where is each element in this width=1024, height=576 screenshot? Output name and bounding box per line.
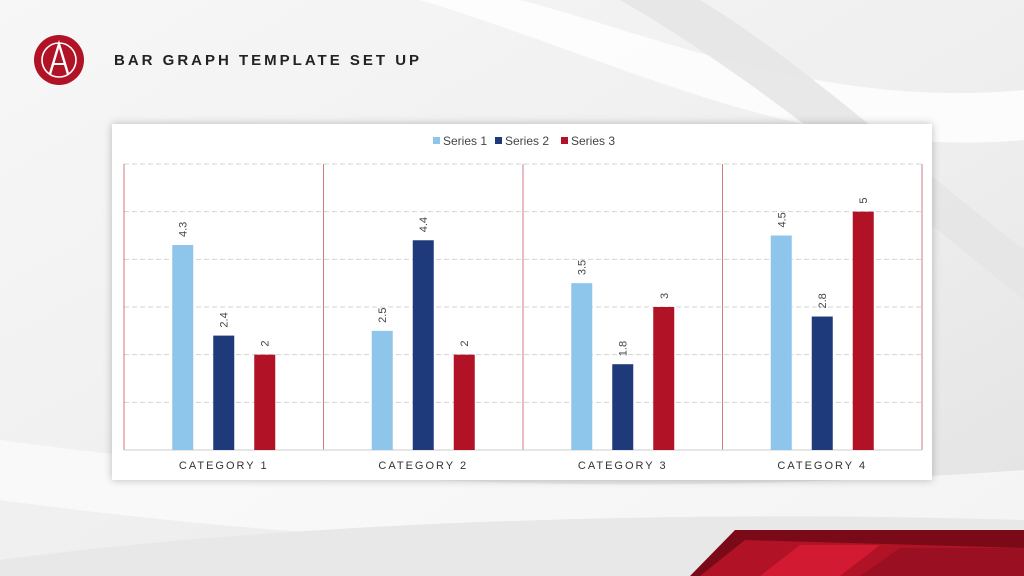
category-label: CATEGORY 3: [578, 460, 668, 472]
data-label: 2: [260, 341, 272, 347]
legend-swatch: [495, 137, 502, 144]
legend-label: Series 3: [571, 134, 615, 148]
bar: [412, 240, 434, 450]
bar: [571, 283, 593, 450]
category-label: CATEGORY 1: [179, 460, 269, 472]
legend-label: Series 1: [443, 134, 487, 148]
legend-swatch: [433, 137, 440, 144]
data-label: 4.5: [776, 212, 788, 227]
bar: [172, 245, 194, 450]
data-label: 5: [858, 198, 870, 204]
legend-label: Series 2: [505, 134, 549, 148]
slide-title: BAR GRAPH TEMPLATE SET UP: [114, 52, 423, 69]
bar: [371, 330, 393, 450]
data-label: 3.5: [577, 260, 589, 275]
data-label: 2.8: [817, 293, 829, 308]
company-logo: [34, 35, 84, 85]
bar: [770, 235, 792, 450]
data-label: 2.4: [219, 312, 231, 327]
data-label: 2: [459, 341, 471, 347]
category-label: CATEGORY 2: [378, 460, 468, 472]
data-label: 1.8: [618, 341, 630, 356]
category-label: CATEGORY 4: [777, 460, 867, 472]
bar: [612, 364, 634, 450]
bar: [653, 307, 675, 450]
bar: [811, 316, 833, 450]
legend-swatch: [561, 137, 568, 144]
bottom-right-decoration: [690, 530, 1024, 576]
bar-chart: 4.3 2.4 2 CATEGORY 1 2.5 4.4 2 CATEGORY 2 3.5 1.8…: [123, 134, 923, 472]
bar: [213, 335, 235, 450]
bar: [254, 354, 276, 450]
data-label: 4.3: [178, 222, 190, 237]
data-label: 3: [659, 293, 671, 299]
bar: [453, 354, 475, 450]
bar: [852, 211, 874, 450]
data-label: 2.5: [377, 308, 389, 323]
chart-card[interactable]: 4.3 2.4 2 CATEGORY 1 2.5 4.4 2 CATEGORY 2 3.5 1.8…: [112, 124, 932, 480]
data-label: 4.4: [418, 217, 430, 232]
